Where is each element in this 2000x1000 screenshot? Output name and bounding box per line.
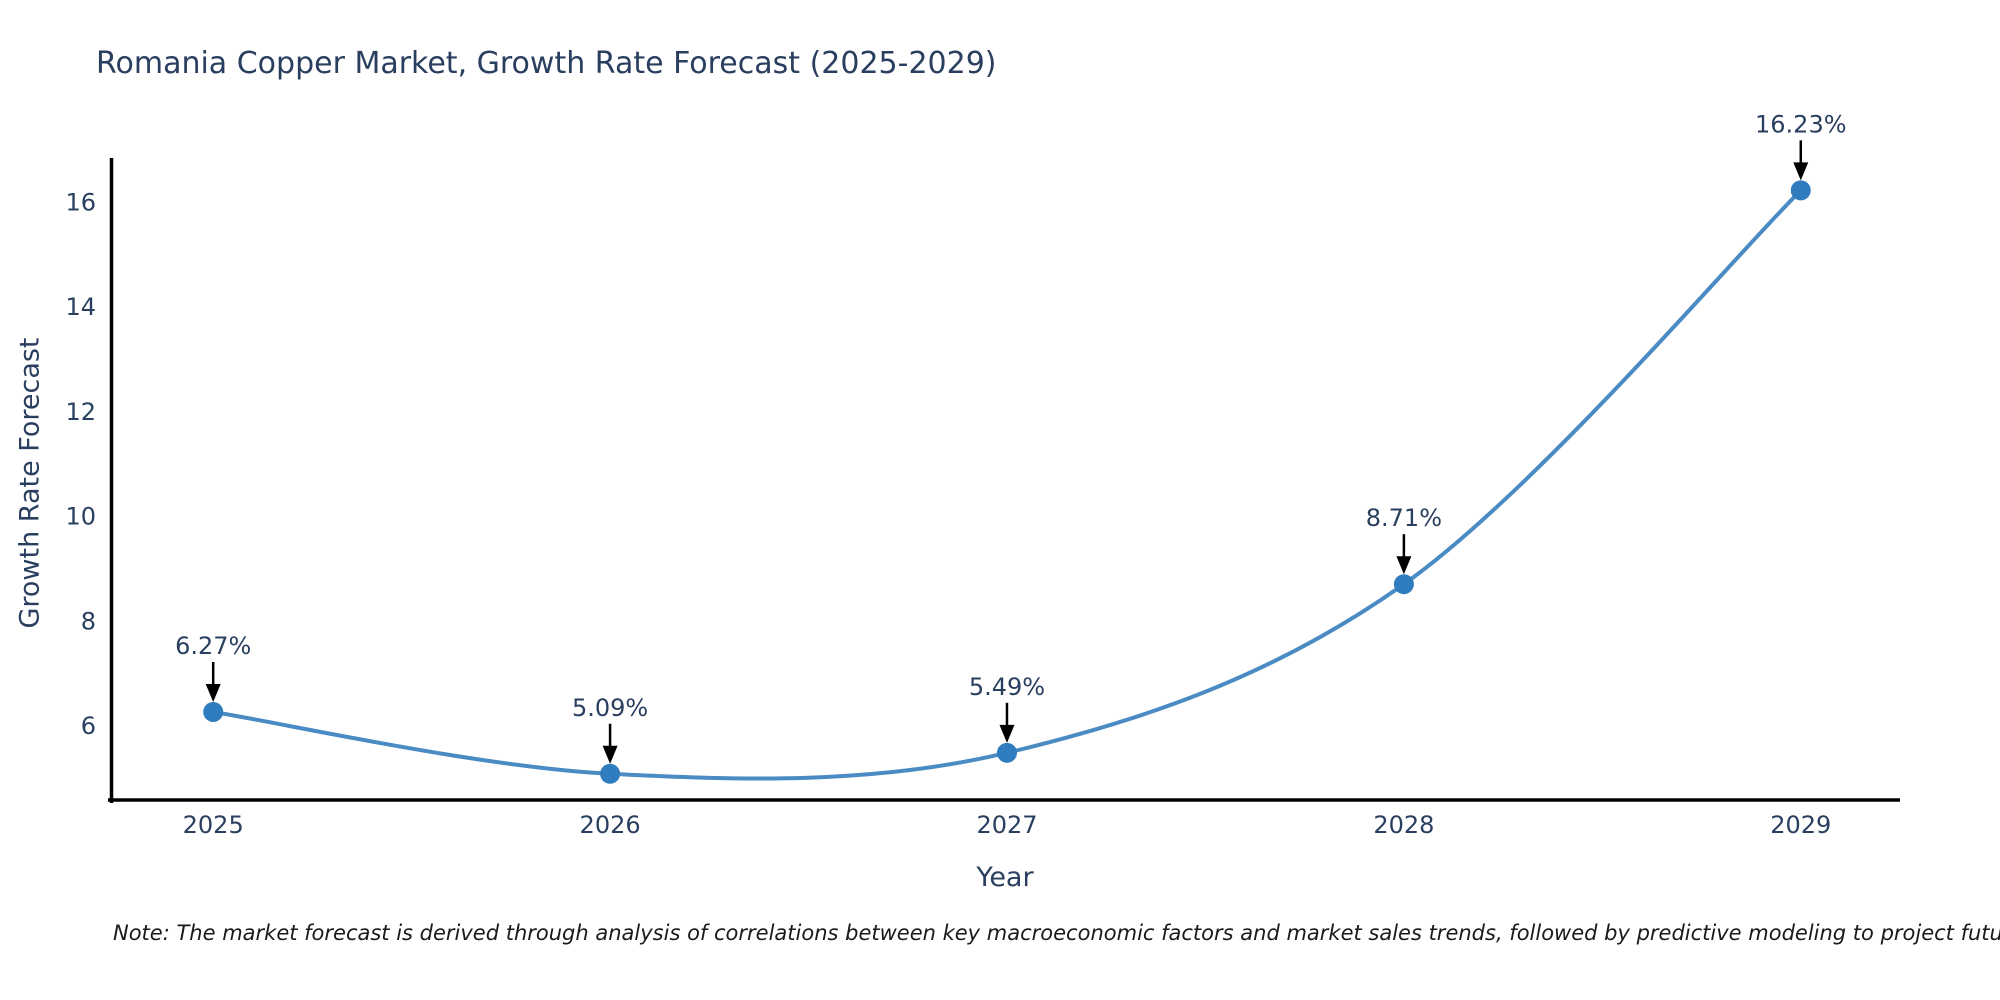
data-point-marker: [600, 763, 621, 784]
annotation-label: 8.71%: [1366, 504, 1442, 532]
annotation-arrowhead: [1396, 556, 1412, 575]
x-axis-title: Year: [976, 862, 1034, 893]
data-point-marker: [1393, 574, 1414, 595]
y-tick-label: 8: [81, 607, 96, 635]
x-tick-label: 2029: [1770, 811, 1831, 839]
x-tick-label: 2025: [183, 811, 244, 839]
annotation-arrowhead: [1793, 162, 1809, 181]
annotation-arrowhead: [602, 745, 618, 764]
footnote: Note: The market forecast is derived thr…: [113, 921, 2000, 945]
annotation-arrowhead: [205, 683, 221, 702]
data-point-marker: [1790, 180, 1811, 201]
y-tick-label: 14: [65, 293, 96, 321]
annotation-label: 5.49%: [969, 673, 1045, 701]
x-tick-label: 2026: [580, 811, 641, 839]
annotation-label: 16.23%: [1755, 110, 1847, 138]
y-tick-label: 16: [65, 188, 96, 216]
x-tick-label: 2028: [1373, 811, 1434, 839]
data-point-marker: [203, 701, 224, 722]
y-tick-label: 12: [65, 398, 96, 426]
x-tick-label: 2027: [976, 811, 1037, 839]
y-tick-label: 10: [65, 503, 96, 531]
annotation-label: 6.27%: [175, 632, 251, 660]
y-tick-label: 6: [81, 712, 96, 740]
annotation-arrowhead: [999, 724, 1015, 743]
chart-title: Romania Copper Market, Growth Rate Forec…: [96, 46, 997, 81]
annotation-label: 5.09%: [572, 694, 648, 722]
data-point-marker: [996, 742, 1017, 763]
